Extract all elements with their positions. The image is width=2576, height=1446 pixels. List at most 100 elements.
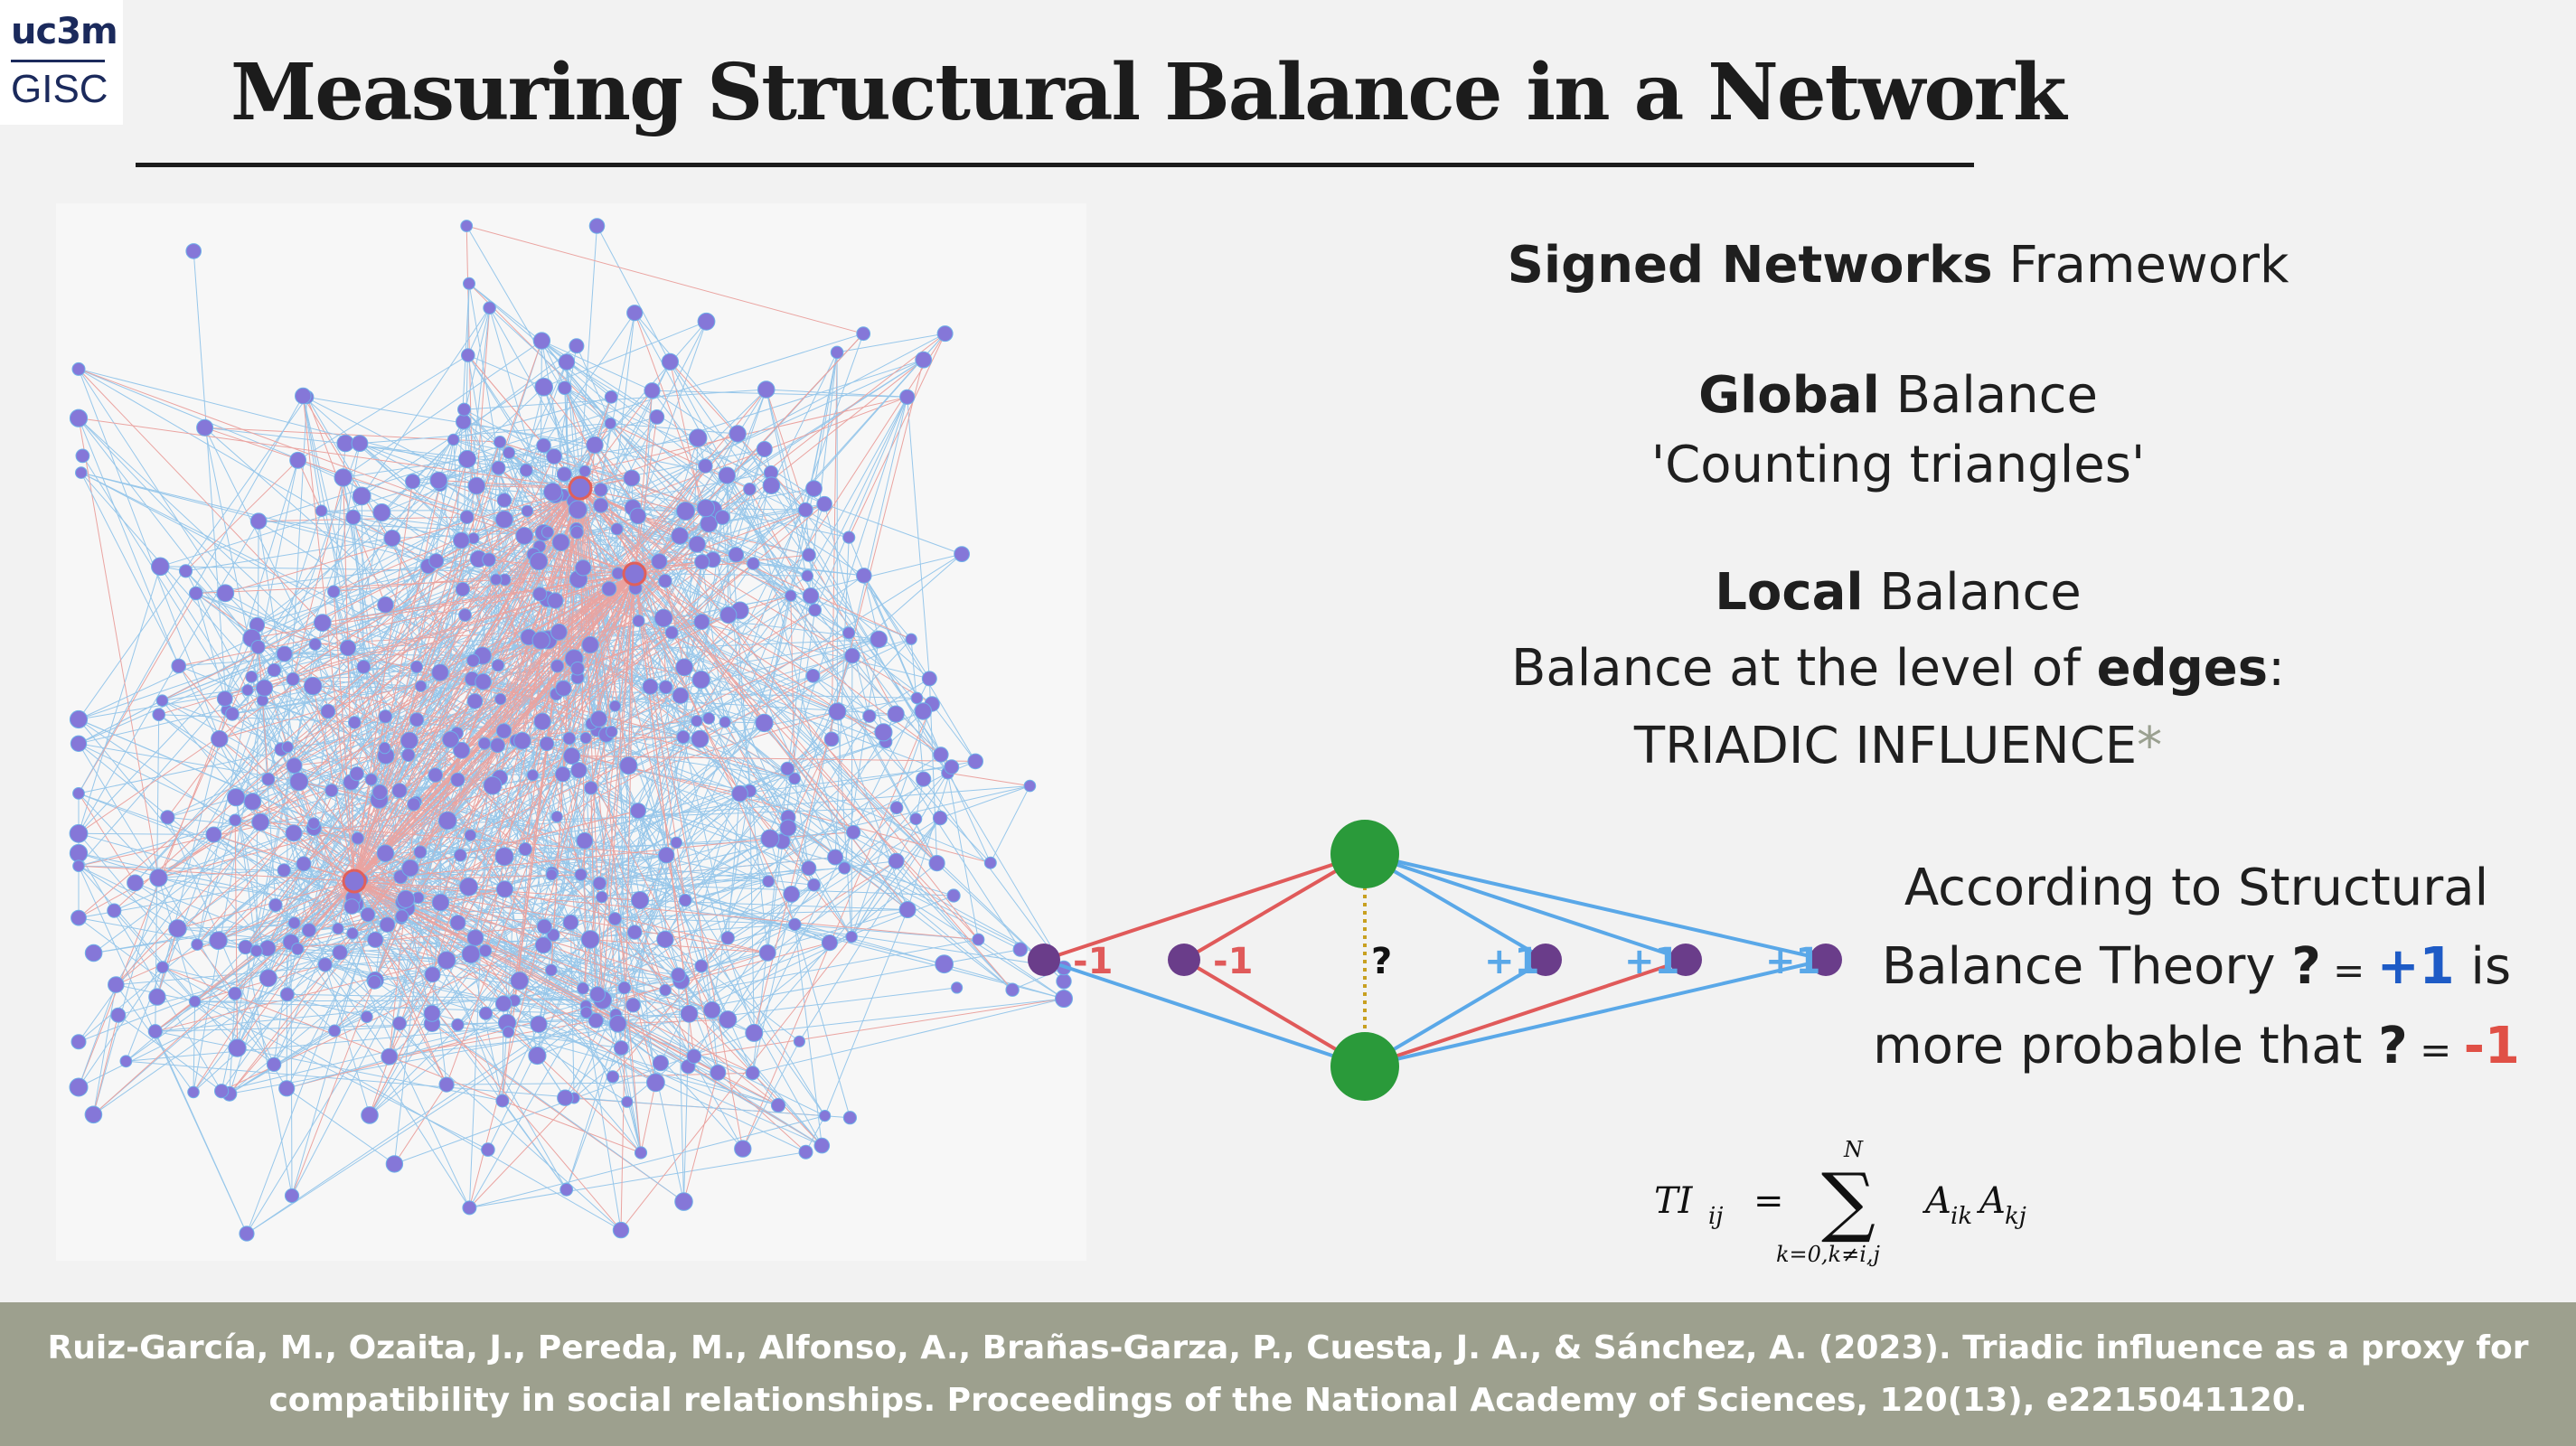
network-hub-edge	[579, 487, 740, 794]
network-node	[972, 933, 985, 946]
network-edge	[728, 615, 898, 861]
network-node	[332, 944, 348, 961]
network-hub-edge	[353, 880, 520, 981]
network-edge	[78, 485, 477, 1042]
network-edge	[290, 942, 293, 1197]
network-node	[495, 723, 512, 739]
network-node	[563, 746, 581, 765]
network-node	[286, 671, 300, 687]
network-edge	[753, 817, 941, 1034]
network-hub-node	[342, 869, 367, 894]
network-node	[400, 731, 418, 750]
network-node	[581, 635, 599, 654]
network-node	[887, 705, 905, 723]
network-edge	[294, 766, 352, 783]
network-node	[543, 482, 562, 502]
network-node	[464, 829, 477, 841]
network-edge	[292, 517, 354, 680]
triad-edge-bottom	[1182, 958, 1367, 1068]
network-node	[307, 817, 321, 830]
network-hub-edge	[268, 573, 635, 979]
network-node	[856, 568, 872, 584]
theory-line3-pre: more probable that	[1873, 1017, 2379, 1075]
network-node	[536, 918, 552, 934]
network-hub-edge	[353, 803, 415, 882]
network-node	[842, 531, 856, 544]
network-edge	[78, 369, 221, 739]
network-node	[757, 380, 776, 399]
network-hub-edge	[580, 573, 635, 875]
network-node	[409, 712, 425, 728]
network-node	[519, 463, 533, 477]
network-node	[251, 812, 270, 831]
network-node	[910, 691, 924, 705]
network-node	[196, 418, 214, 437]
network-node	[680, 1004, 699, 1023]
network-node	[1055, 990, 1073, 1008]
network-edge	[235, 421, 465, 798]
network-node	[590, 710, 607, 728]
edges-line-bold: edges	[2096, 639, 2269, 698]
network-edge	[158, 832, 295, 878]
network-edge	[475, 307, 491, 486]
network-node	[944, 759, 960, 775]
network-node	[437, 811, 457, 831]
network-node	[268, 897, 283, 913]
network-edge	[700, 679, 948, 774]
network-edge	[566, 362, 658, 418]
network-edge	[556, 693, 582, 875]
network-node	[550, 623, 568, 641]
network-node	[801, 569, 814, 583]
network-hub-edge	[598, 573, 635, 884]
network-edge	[814, 397, 908, 611]
network-edge	[157, 646, 259, 878]
network-edge	[683, 1072, 719, 1202]
network-node	[606, 1070, 620, 1084]
network-node	[503, 446, 516, 459]
network-node	[819, 1110, 832, 1122]
network-node	[623, 469, 641, 487]
network-node	[555, 680, 572, 697]
network-edge	[393, 307, 491, 1164]
network-node	[760, 829, 780, 849]
network-edge	[287, 964, 326, 995]
network-edge	[286, 1087, 395, 1165]
network-node	[802, 587, 820, 605]
network-edge	[185, 570, 417, 803]
network-node	[456, 414, 472, 430]
network-node	[539, 736, 555, 752]
network-edge	[541, 340, 814, 886]
network-edge	[483, 681, 597, 732]
network-node	[551, 533, 570, 552]
network-node	[348, 716, 362, 729]
network-edge	[749, 791, 755, 1033]
network-edge	[374, 939, 622, 1231]
network-node	[457, 449, 477, 469]
network-edge	[947, 772, 1030, 787]
triad-edge-top	[1363, 852, 1547, 962]
network-node	[490, 737, 505, 754]
signed-networks-bold: Signed Networks	[1507, 236, 1993, 295]
network-node	[291, 943, 305, 955]
triad-edge-bottom	[1364, 958, 1687, 1068]
network-node	[228, 1038, 247, 1057]
network-edge	[652, 390, 816, 611]
network-edge	[78, 793, 159, 878]
network-node	[149, 869, 168, 887]
network-edge	[931, 703, 976, 762]
network-node	[625, 997, 641, 1013]
network-node	[731, 784, 748, 803]
triad-edge-label: +1	[1624, 941, 1679, 982]
network-edge	[297, 460, 323, 512]
network-edge	[538, 1023, 806, 1153]
network-edge	[896, 860, 1013, 991]
network-node	[249, 512, 268, 531]
network-node	[594, 483, 608, 497]
network-edge	[726, 474, 948, 774]
network-edge	[562, 774, 695, 1057]
network-node	[461, 348, 475, 362]
network-hub-edge	[634, 573, 813, 677]
network-edge	[469, 1151, 806, 1208]
network-node	[478, 944, 493, 958]
network-node	[691, 670, 710, 690]
